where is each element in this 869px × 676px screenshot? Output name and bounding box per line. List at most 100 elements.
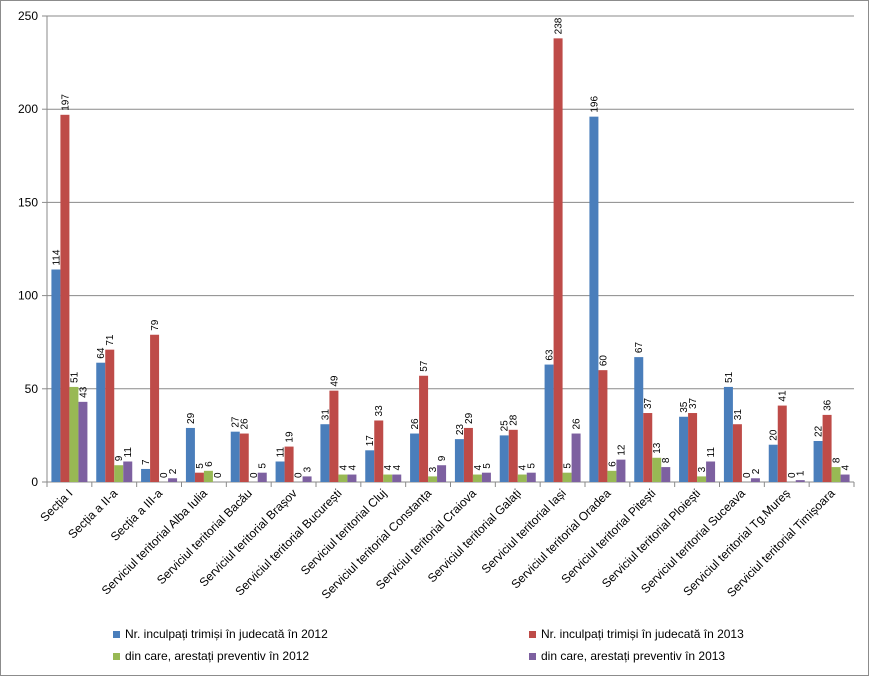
legend-swatch-arrest-2013: [529, 652, 536, 660]
bar: [275, 461, 285, 482]
data-label: 0: [249, 472, 260, 478]
legend-item-2013: Nr. inculpați trimiși în judecată în 201…: [529, 627, 744, 641]
legend-swatch-arrest-2012: [113, 652, 120, 660]
bar: [194, 472, 204, 482]
data-label: 4: [338, 465, 349, 471]
y-tick-label: 200: [18, 102, 38, 116]
data-label: 5: [258, 463, 269, 469]
bar: [661, 467, 671, 482]
bar: [96, 362, 106, 482]
data-label: 114: [51, 249, 62, 265]
data-label: 0: [159, 472, 170, 478]
data-label: 29: [464, 412, 475, 424]
bar: [768, 444, 778, 482]
data-label: 71: [105, 334, 116, 346]
data-label: 29: [186, 412, 197, 424]
data-label: 31: [320, 409, 331, 421]
bar: [374, 420, 384, 482]
bar: [526, 472, 536, 482]
data-label: 4: [347, 465, 358, 471]
bar: [706, 461, 716, 482]
data-label: 8: [832, 457, 843, 463]
legend-label-arrest-2013: din care, arestați preventiv în 2013: [541, 649, 726, 663]
bar: [105, 349, 115, 482]
data-label: 0: [787, 472, 798, 478]
data-label: 4: [841, 465, 852, 471]
bar: [517, 474, 527, 482]
bar: [750, 478, 760, 482]
data-label: 63: [545, 349, 556, 361]
bar: [589, 116, 599, 482]
bar: [437, 465, 447, 482]
data-label: 51: [69, 371, 80, 383]
data-label: 51: [724, 371, 735, 383]
data-label: 238: [554, 17, 565, 34]
data-label: 4: [473, 465, 484, 471]
data-label: 27: [231, 416, 242, 428]
bar: [428, 476, 438, 482]
bar: [822, 414, 832, 482]
data-label: 33: [374, 405, 385, 417]
data-label: 4: [383, 465, 394, 471]
y-tick-label: 50: [25, 382, 39, 396]
data-label: 26: [572, 418, 583, 430]
bar: [150, 334, 160, 482]
bar: [679, 416, 689, 482]
bar: [347, 474, 357, 482]
data-label: 5: [482, 463, 493, 469]
data-label: 4: [392, 465, 403, 471]
data-label: 1: [796, 470, 807, 476]
bar: [78, 401, 88, 482]
bar: [544, 364, 554, 482]
data-label: 3: [303, 466, 314, 472]
bar: [831, 467, 841, 482]
bar: [69, 386, 79, 482]
bar: [338, 474, 348, 482]
data-label: 3: [697, 466, 708, 472]
data-label: 19: [285, 431, 296, 443]
data-label: 5: [195, 463, 206, 469]
data-label: 26: [240, 418, 251, 430]
bar: [723, 386, 733, 482]
data-label: 4: [518, 465, 529, 471]
data-label: 9: [437, 455, 448, 461]
legend-item-arrest-2013: din care, arestați preventiv în 2013: [529, 649, 725, 663]
bar: [508, 429, 518, 482]
bar: [562, 472, 572, 482]
x-tick-label: Serviciul teritorial Iași: [479, 486, 569, 576]
data-label: 11: [276, 447, 287, 458]
bar: [383, 474, 393, 482]
data-label: 0: [213, 472, 224, 478]
data-label: 67: [634, 342, 645, 354]
y-tick-label: 100: [18, 289, 38, 303]
data-label: 31: [733, 409, 744, 421]
data-label: 2: [751, 468, 762, 474]
bar: [51, 269, 61, 482]
bar: [499, 435, 509, 482]
legend-label-arrest-2012: din care, arestați preventiv în 2012: [125, 649, 310, 663]
legend-swatch-2013: [529, 630, 536, 638]
bar: [329, 390, 339, 482]
bar: [732, 424, 742, 482]
bar: [365, 450, 375, 482]
bar: [813, 440, 823, 482]
bar: [598, 370, 608, 482]
data-label: 196: [589, 96, 600, 113]
data-label: 22: [814, 425, 825, 437]
data-label: 64: [96, 347, 107, 359]
data-label: 0: [294, 472, 305, 478]
data-label: 11: [123, 447, 134, 458]
legend-swatch-2012: [113, 630, 120, 638]
data-label: 5: [563, 463, 574, 469]
bar: [302, 476, 312, 482]
bar: [392, 474, 402, 482]
data-label: 7: [141, 459, 152, 465]
bar: [141, 468, 151, 482]
bar: [320, 424, 330, 482]
data-label: 43: [78, 386, 89, 398]
bar: [239, 433, 249, 482]
y-tick-label: 150: [18, 195, 38, 209]
data-label: 57: [419, 360, 430, 372]
